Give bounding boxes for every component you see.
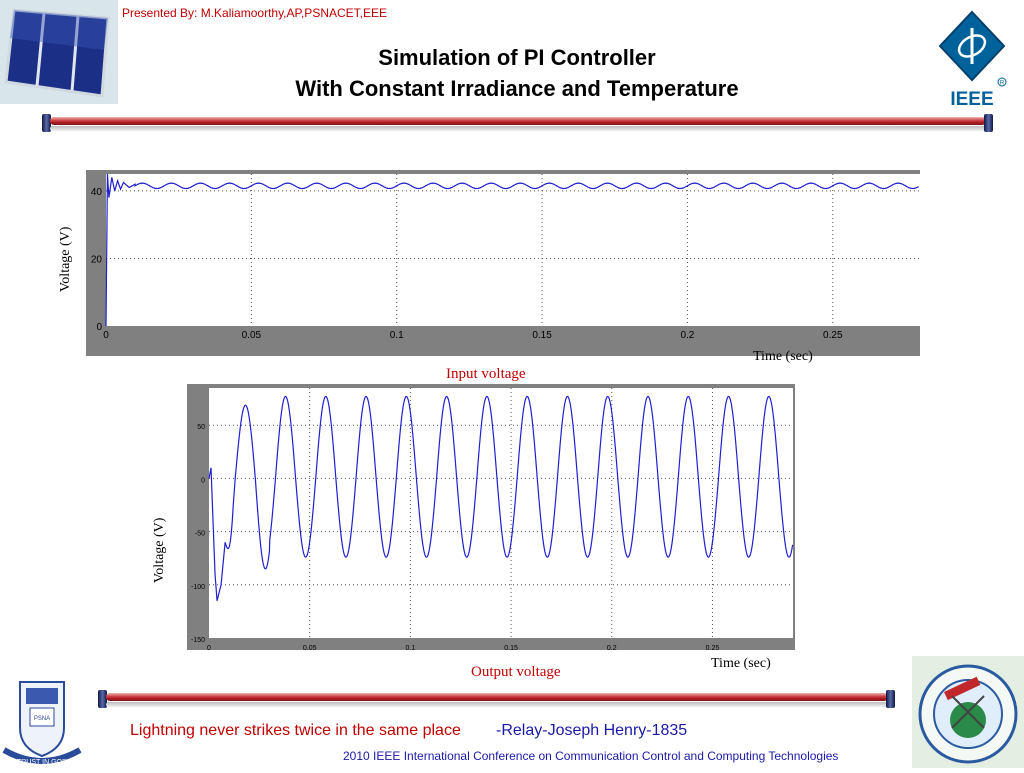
voltage-trace: [208, 395, 794, 601]
footer-quote-author: -Relay-Joseph Henry-1835: [496, 722, 688, 739]
x-tick-label: 0.1: [406, 645, 416, 650]
x-tick-label: 0.25: [823, 330, 843, 341]
y-tick-label: -150: [191, 637, 205, 644]
bottom-bar-right-cap: [886, 690, 895, 708]
top-divider-bar: [50, 117, 986, 131]
input-voltage-x-label: Time (sec): [753, 349, 813, 364]
x-tick-label: 0.1: [390, 330, 404, 341]
presenter-credit: Presented By: M.Kaliamoorthy,AP,PSNACET,…: [122, 6, 388, 20]
y-tick-label: 40: [91, 187, 103, 198]
psna-college-logo: PSNA TRUST IN GOD: [0, 676, 84, 768]
title-line-1: Simulation of PI Controller: [378, 45, 656, 70]
y-tick-label: -100: [191, 584, 205, 591]
title-line-2: With Constant Irradiance and Temperature: [295, 76, 739, 101]
ieee-logo-text: IEEE: [950, 89, 993, 108]
slide-title: Simulation of PI Controller With Constan…: [0, 42, 1024, 104]
x-tick-label: 0.25: [706, 645, 720, 650]
input-voltage-plot: 0 0.05 0.1 0.15 0.2 0.25 0 20 40: [86, 170, 920, 356]
top-bar-left-cap: [42, 114, 51, 132]
svg-text:R: R: [1000, 81, 1005, 87]
footer-quote: Lightning never strikes twice in the sam…: [130, 722, 461, 739]
y-tick-label: 50: [197, 424, 205, 431]
voltage-trace: [105, 173, 919, 327]
input-voltage-caption: Input voltage: [446, 366, 526, 382]
svg-text:PSNA: PSNA: [34, 716, 50, 722]
input-voltage-y-label: Voltage (V): [58, 226, 73, 292]
ieee-logo: R IEEE: [934, 8, 1014, 110]
plot-area: [106, 174, 920, 326]
bottom-bar-left-cap: [98, 690, 107, 708]
x-tick-label: 0: [103, 330, 109, 341]
y-tick-label: 0: [201, 477, 205, 484]
x-tick-label: 0.2: [607, 645, 617, 650]
x-tick-label: 0.2: [680, 330, 694, 341]
y-tick-label: 20: [91, 254, 103, 265]
plot-area: [209, 388, 793, 638]
top-bar-right-cap: [984, 114, 993, 132]
bottom-divider-bar: [106, 693, 888, 707]
input-voltage-chart: 0 0.05 0.1 0.15 0.2 0.25 0 20 40: [86, 170, 920, 356]
svg-text:TRUST IN GOD: TRUST IN GOD: [17, 759, 67, 766]
solar-cell-graphic: [4, 8, 110, 98]
catholic-college-logo: [912, 656, 1024, 768]
ieee-diamond-icon: R IEEE: [938, 10, 1007, 110]
x-tick-label: 0.15: [532, 330, 552, 341]
x-tick-label: 0.15: [504, 645, 518, 650]
y-tick-label: -50: [195, 531, 205, 538]
y-tick-label: 0: [96, 322, 102, 333]
psna-crest-icon: PSNA TRUST IN GOD: [2, 681, 82, 766]
footer-conference: 2010 IEEE International Conference on Co…: [343, 749, 839, 763]
catholic-college-seal-icon: [918, 664, 1018, 764]
x-tick-label: 0: [207, 645, 211, 650]
x-tick-label: 0.05: [242, 330, 262, 341]
output-voltage-plot: 0 0.05 0.1 0.15 0.2 0.25 50 0 -50 -100 -150: [187, 384, 795, 652]
output-voltage-caption: Output voltage: [471, 664, 561, 680]
output-voltage-x-label: Time (sec): [711, 656, 771, 671]
output-voltage-chart: 0 0.05 0.1 0.15 0.2 0.25 50 0 -50 -100 -150: [187, 384, 795, 652]
x-tick-label: 0.05: [303, 645, 317, 650]
output-voltage-y-label: Voltage (V): [152, 517, 167, 583]
solar-panel-image: [0, 0, 118, 104]
